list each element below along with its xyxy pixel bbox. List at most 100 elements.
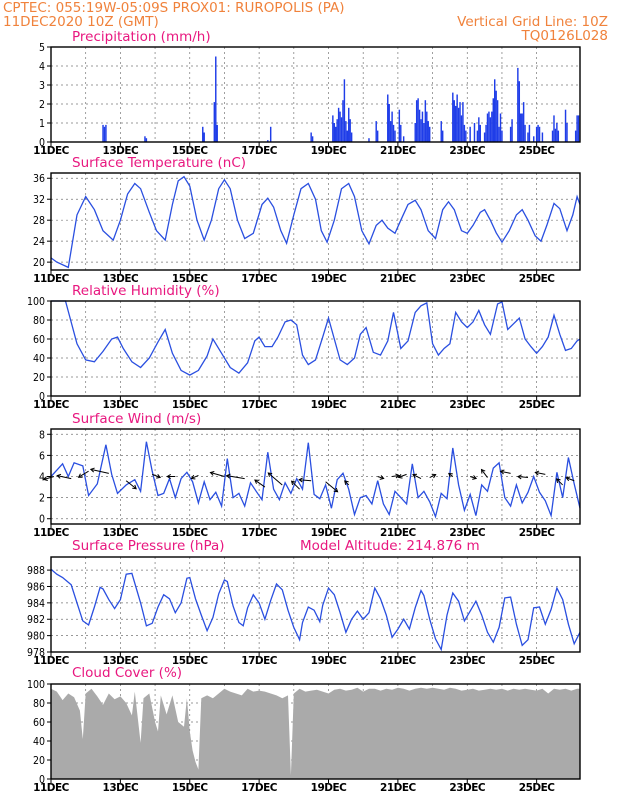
precip-bar bbox=[496, 100, 499, 142]
precip-bar bbox=[537, 124, 539, 142]
panel-frame bbox=[50, 428, 581, 525]
precip-bar bbox=[494, 79, 496, 142]
series-line bbox=[51, 300, 581, 376]
wind-arrow bbox=[151, 473, 161, 478]
precip-bar bbox=[415, 100, 418, 142]
wind-arrow bbox=[254, 479, 266, 488]
wind-arrow bbox=[556, 478, 564, 486]
wind-arrow-head bbox=[517, 474, 522, 480]
panel-annotation: Model Altitude: 214.876 m bbox=[300, 538, 480, 554]
precip-bar bbox=[424, 100, 427, 142]
precip-bar bbox=[418, 109, 421, 142]
x-tick-label: 11DEC bbox=[33, 273, 70, 285]
y-tick-label: 2 bbox=[39, 493, 45, 505]
x-tick-label: 13DEC bbox=[103, 145, 140, 157]
wind-arrow bbox=[191, 474, 199, 479]
precip-bar bbox=[375, 121, 377, 142]
x-tick-label: 17DEC bbox=[241, 145, 278, 157]
wind-arrow bbox=[299, 479, 312, 482]
panel-title: Surface Pressure (hPa) bbox=[72, 538, 225, 554]
precip-bar bbox=[202, 126, 204, 142]
precip-bar bbox=[203, 132, 205, 142]
precip-bar bbox=[103, 126, 106, 142]
precip-bar bbox=[269, 126, 272, 142]
x-tick-label: 21DEC bbox=[380, 273, 417, 285]
wind-arrow bbox=[481, 469, 488, 478]
wind-arrow-head bbox=[225, 473, 231, 479]
precip-bar bbox=[498, 126, 500, 142]
x-tick-label: 13DEC bbox=[103, 527, 140, 539]
wind-arrow bbox=[566, 477, 575, 482]
x-tick-label: 13DEC bbox=[103, 655, 140, 667]
precip-bar bbox=[145, 138, 148, 142]
precip-bar bbox=[491, 111, 493, 142]
precip-bar bbox=[541, 132, 544, 142]
precip-bar bbox=[213, 102, 216, 142]
precip-bar bbox=[473, 123, 476, 142]
precip-bar bbox=[465, 130, 467, 142]
y-tick-label: 20 bbox=[33, 257, 45, 269]
x-tick-label: 11DEC bbox=[33, 782, 70, 794]
x-tick-label: 23DEC bbox=[449, 527, 486, 539]
precip-bar bbox=[427, 121, 429, 142]
panel-4: 0 2 4 6 8 11DEC 13DEC 15DEC 17DEC 19DEC 21DEC 23DEC… bbox=[33, 411, 581, 539]
y-tick-label: 988 bbox=[27, 565, 45, 577]
precip-bar bbox=[520, 113, 522, 142]
wind-arrow bbox=[412, 474, 422, 480]
precip-bar bbox=[566, 123, 568, 142]
y-tick-label: 0 bbox=[39, 774, 45, 786]
precip-bar bbox=[522, 102, 525, 142]
precip-bar bbox=[400, 124, 402, 142]
panel-frame bbox=[50, 556, 581, 653]
precip-bar bbox=[392, 124, 395, 142]
precip-bar bbox=[538, 126, 541, 142]
panel-frame bbox=[50, 46, 581, 143]
precip-bar bbox=[350, 132, 353, 142]
x-tick-label: 25DEC bbox=[519, 782, 556, 794]
wind-arrow-head bbox=[448, 472, 453, 478]
precip-bar bbox=[518, 81, 521, 142]
precip-bar bbox=[576, 115, 578, 142]
x-tick-label: 23DEC bbox=[449, 145, 486, 157]
precip-bar bbox=[489, 117, 492, 142]
x-tick-label: 17DEC bbox=[241, 527, 278, 539]
precip-bar bbox=[551, 130, 554, 142]
x-tick-label: 19DEC bbox=[311, 273, 348, 285]
wind-arrow bbox=[325, 481, 338, 493]
precip-bar bbox=[420, 119, 422, 142]
y-tick-label: 978 bbox=[27, 647, 45, 659]
wind-arrow bbox=[469, 476, 477, 479]
wind-arrow-head bbox=[298, 477, 303, 483]
wind-arrow bbox=[43, 476, 55, 480]
series-line bbox=[50, 441, 581, 519]
x-tick-label: 11DEC bbox=[33, 145, 70, 157]
wind-arrow-head bbox=[156, 473, 162, 479]
x-tick-label: 19DEC bbox=[311, 782, 348, 794]
wind-arrow-head bbox=[534, 470, 540, 476]
x-tick-label: 19DEC bbox=[311, 655, 348, 667]
precip-bar bbox=[486, 113, 489, 142]
wind-arrow-head bbox=[77, 473, 83, 478]
wind-arrow-head bbox=[42, 476, 48, 481]
y-tick-label: 100 bbox=[27, 296, 45, 308]
y-tick-label: 40 bbox=[33, 736, 45, 748]
wind-arrow-head bbox=[190, 474, 196, 480]
x-tick-label: 23DEC bbox=[449, 399, 486, 411]
precip-bar bbox=[339, 111, 341, 142]
precip-bar bbox=[310, 132, 312, 142]
precip-bar bbox=[456, 94, 458, 142]
x-tick-label: 15DEC bbox=[172, 782, 209, 794]
precip-bar bbox=[564, 109, 567, 142]
header-model-code: TQ0126L028 bbox=[520, 28, 608, 44]
y-tick-label: 0 bbox=[39, 514, 45, 526]
wind-arrow bbox=[57, 475, 72, 480]
x-tick-label: 15DEC bbox=[172, 273, 209, 285]
wind-arrow bbox=[517, 476, 529, 479]
y-tick-label: 984 bbox=[27, 598, 45, 610]
y-tick-label: 982 bbox=[27, 614, 45, 626]
y-tick-label: 100 bbox=[27, 679, 45, 691]
x-tick-label: 21DEC bbox=[380, 145, 417, 157]
y-tick-label: 0 bbox=[39, 137, 45, 149]
x-tick-label: 17DEC bbox=[241, 273, 278, 285]
